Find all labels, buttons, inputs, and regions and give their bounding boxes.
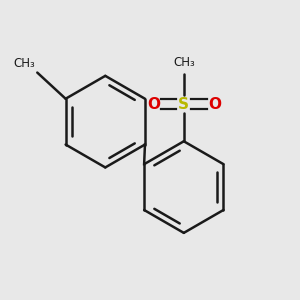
Text: CH₃: CH₃ <box>173 56 195 69</box>
Text: S: S <box>178 97 189 112</box>
Text: CH₃: CH₃ <box>13 57 35 70</box>
Text: O: O <box>147 97 160 112</box>
Text: O: O <box>208 97 221 112</box>
